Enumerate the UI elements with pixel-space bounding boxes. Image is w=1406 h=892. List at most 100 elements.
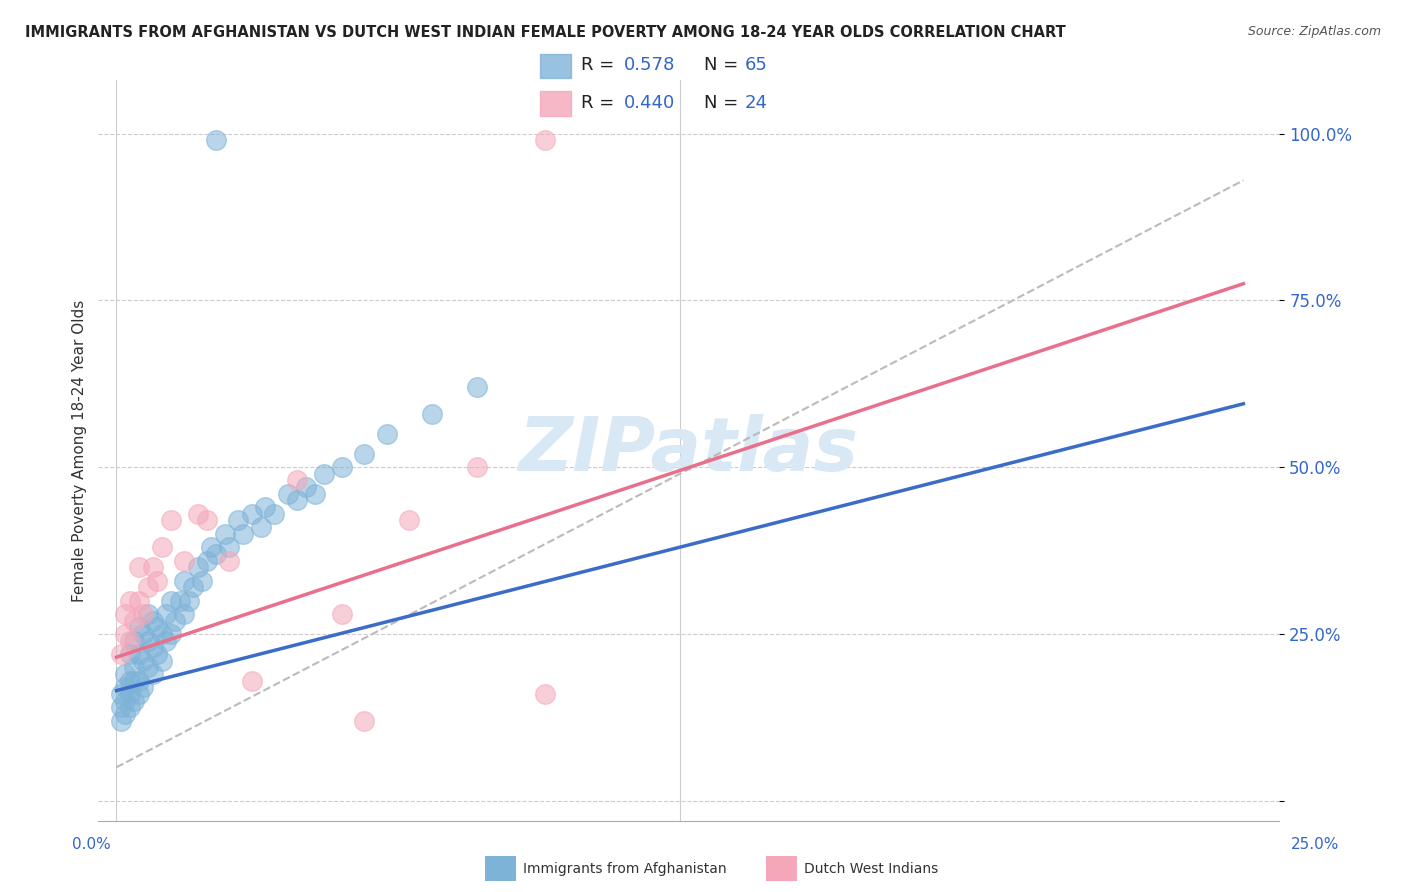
Point — [173, 553, 195, 567]
Point — [263, 507, 285, 521]
Point — [533, 133, 555, 147]
Text: 0.0%: 0.0% — [72, 837, 111, 852]
Text: 0.578: 0.578 — [624, 56, 675, 74]
Point — [132, 607, 155, 621]
Point — [128, 647, 150, 661]
Point — [285, 493, 308, 508]
Point — [155, 633, 177, 648]
Point — [132, 680, 155, 694]
Point — [110, 687, 132, 701]
Legend:  — [1261, 87, 1272, 98]
Point — [218, 553, 240, 567]
Point — [114, 693, 136, 707]
Point — [200, 540, 222, 554]
Point — [159, 627, 181, 641]
Text: N =: N = — [704, 94, 744, 112]
Bar — [540, 92, 571, 116]
Point — [141, 560, 163, 574]
Point — [195, 514, 218, 528]
Point — [204, 133, 226, 147]
Point — [110, 700, 132, 714]
Text: IMMIGRANTS FROM AFGHANISTAN VS DUTCH WEST INDIAN FEMALE POVERTY AMONG 18-24 YEAR: IMMIGRANTS FROM AFGHANISTAN VS DUTCH WES… — [25, 25, 1066, 40]
Point — [533, 687, 555, 701]
Point — [173, 607, 195, 621]
Point — [159, 593, 181, 607]
Point — [136, 580, 159, 594]
Point — [114, 706, 136, 721]
Point — [114, 627, 136, 641]
Point — [124, 673, 146, 688]
Text: R =: R = — [581, 56, 620, 74]
Point — [124, 660, 146, 674]
Point — [146, 647, 169, 661]
Point — [159, 514, 181, 528]
Point — [330, 460, 353, 475]
Point — [136, 607, 159, 621]
Point — [375, 426, 398, 441]
Point — [136, 660, 159, 674]
Point — [118, 700, 141, 714]
Point — [181, 580, 204, 594]
Bar — [540, 54, 571, 78]
Point — [226, 514, 249, 528]
Point — [254, 500, 277, 515]
Point — [285, 474, 308, 488]
Point — [128, 687, 150, 701]
Point — [146, 620, 169, 634]
Point — [249, 520, 271, 534]
Point — [165, 614, 187, 628]
Point — [218, 540, 240, 554]
Text: ZIPatlas: ZIPatlas — [519, 414, 859, 487]
Point — [128, 620, 150, 634]
Point — [155, 607, 177, 621]
Point — [118, 673, 141, 688]
Point — [114, 666, 136, 681]
Point — [330, 607, 353, 621]
Point — [124, 693, 146, 707]
Point — [124, 614, 146, 628]
Text: 65: 65 — [745, 56, 768, 74]
Point — [114, 680, 136, 694]
Point — [187, 560, 209, 574]
Point — [141, 640, 163, 655]
Point — [124, 633, 146, 648]
Point — [132, 654, 155, 668]
Point — [240, 507, 263, 521]
Point — [150, 540, 173, 554]
Point — [214, 526, 236, 541]
Point — [173, 574, 195, 588]
Point — [128, 560, 150, 574]
Point — [110, 714, 132, 728]
Point — [128, 673, 150, 688]
Point — [465, 380, 488, 394]
Text: 25.0%: 25.0% — [1291, 837, 1339, 852]
Point — [128, 593, 150, 607]
Text: Source: ZipAtlas.com: Source: ZipAtlas.com — [1247, 25, 1381, 38]
Point — [150, 654, 173, 668]
Point — [191, 574, 214, 588]
Point — [177, 593, 200, 607]
Text: N =: N = — [704, 56, 744, 74]
Point — [169, 593, 191, 607]
Point — [304, 487, 326, 501]
Point — [141, 614, 163, 628]
Point — [136, 633, 159, 648]
Point — [187, 507, 209, 521]
Point — [195, 553, 218, 567]
Point — [232, 526, 254, 541]
Point — [353, 714, 375, 728]
Y-axis label: Female Poverty Among 18-24 Year Olds: Female Poverty Among 18-24 Year Olds — [72, 300, 87, 601]
Point — [204, 547, 226, 561]
Text: Immigrants from Afghanistan: Immigrants from Afghanistan — [523, 862, 727, 876]
Point — [240, 673, 263, 688]
Text: 24: 24 — [745, 94, 768, 112]
Point — [110, 647, 132, 661]
Point — [132, 627, 155, 641]
Text: R =: R = — [581, 94, 620, 112]
Point — [141, 666, 163, 681]
Point — [294, 480, 316, 494]
Point — [114, 607, 136, 621]
Point — [312, 467, 335, 481]
Point — [118, 633, 141, 648]
Point — [398, 514, 420, 528]
